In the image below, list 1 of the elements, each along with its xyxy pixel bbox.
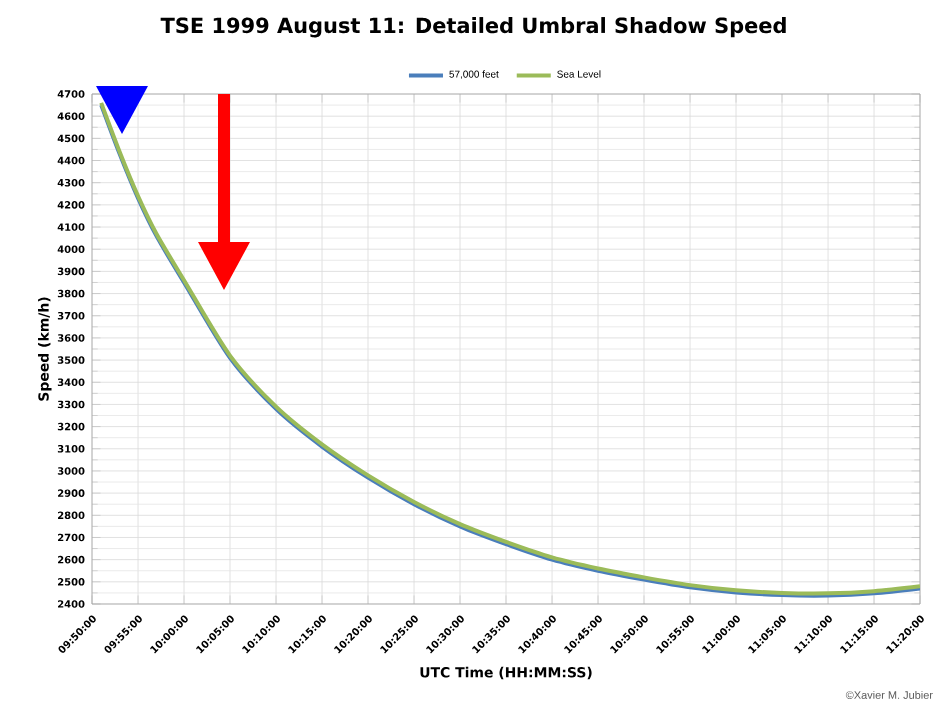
chart-title: TSE 1999 August 11: Detailed Umbral Shadow Speed	[160, 17, 786, 38]
